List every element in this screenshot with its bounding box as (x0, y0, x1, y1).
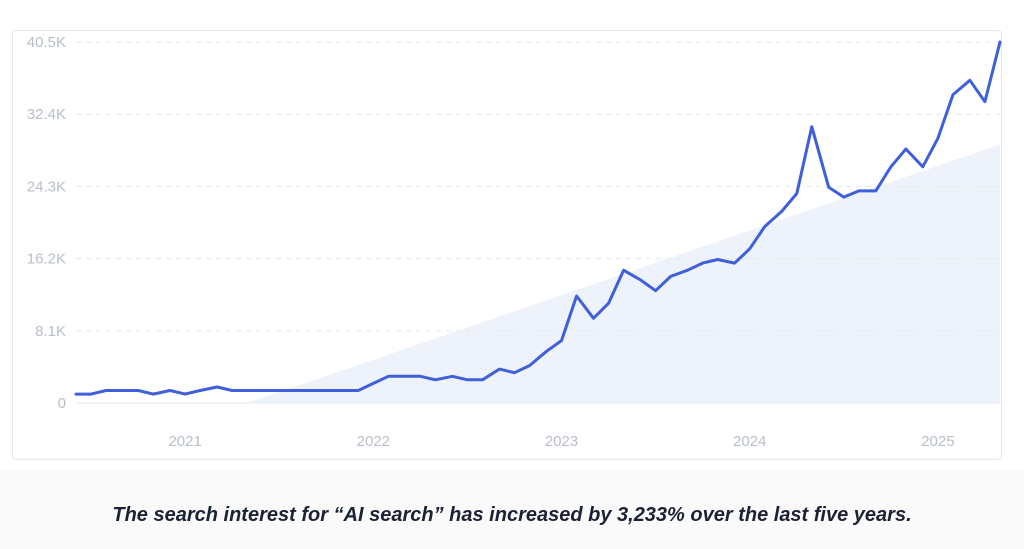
y-tick-label: 16.2K (27, 251, 66, 268)
y-tick-label: 0 (58, 395, 66, 412)
x-tick-label: 2025 (921, 433, 954, 450)
x-tick-label: 2023 (545, 433, 578, 450)
search-interest-chart: 0 8.1K 16.2K 24.3K 32.4K 40.5K 2021 2022 2023 202… (27, 34, 1002, 450)
x-tick-label: 2021 (168, 433, 201, 450)
x-tick-label: 2024 (733, 433, 766, 450)
series-line (74, 40, 1002, 396)
y-tick-label: 40.5K (27, 34, 66, 51)
y-tick-label: 24.3K (27, 178, 66, 195)
chart-caption: The search interest for “AI search” has … (112, 504, 912, 526)
y-tick-label: 8.1K (35, 323, 66, 340)
x-tick-label: 2022 (357, 433, 390, 450)
y-tick-label: 32.4K (27, 106, 66, 123)
caption-band (0, 470, 1024, 549)
